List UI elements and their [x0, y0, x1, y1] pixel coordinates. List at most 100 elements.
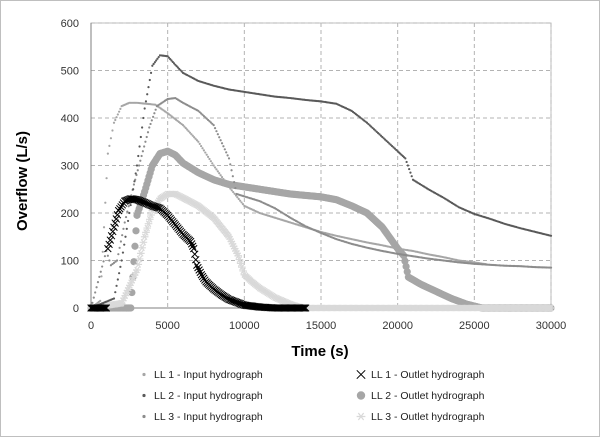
legend-label: LL 3 - Input hydrograph	[154, 411, 263, 423]
data-point	[121, 234, 124, 237]
data-point	[195, 266, 203, 274]
data-point	[206, 155, 210, 158]
data-point	[191, 134, 194, 137]
data-point	[193, 261, 201, 270]
data-point	[239, 267, 247, 275]
legend-item: LL 1 - Outlet hydrograph	[356, 369, 485, 381]
data-point	[225, 151, 228, 154]
data-point	[212, 124, 215, 127]
data-point	[405, 160, 408, 164]
data-point	[146, 201, 154, 209]
data-point	[226, 183, 229, 187]
data-point	[216, 170, 219, 173]
data-point	[220, 176, 224, 179]
data-point	[120, 259, 123, 262]
data-point	[404, 157, 407, 160]
data-point	[135, 255, 144, 263]
data-point	[101, 265, 104, 268]
data-point	[127, 304, 135, 312]
data-point	[183, 125, 186, 128]
data-point	[143, 107, 146, 110]
data-point	[402, 262, 410, 271]
data-point	[100, 275, 103, 278]
data-point	[365, 121, 369, 124]
data-point	[403, 268, 411, 276]
data-point	[298, 304, 306, 312]
data-point	[134, 172, 137, 175]
legend-item: LL 2 - Outlet hydrograph	[356, 390, 485, 402]
data-point	[226, 296, 235, 304]
data-point	[133, 266, 141, 274]
data-point	[236, 259, 245, 267]
data-point	[101, 250, 104, 253]
data-point	[410, 175, 413, 178]
data-point	[95, 286, 98, 289]
data-point	[226, 154, 229, 157]
data-point	[370, 125, 373, 128]
data-point	[149, 122, 152, 126]
data-point	[230, 297, 238, 306]
data-point	[155, 59, 158, 62]
legend-label: LL 2 - Outlet hydrograph	[371, 390, 485, 402]
data-point	[171, 60, 174, 64]
data-point	[106, 254, 109, 257]
data-point	[157, 55, 160, 59]
legend-label: LL 1 - Outlet hydrograph	[371, 369, 485, 381]
data-point	[133, 195, 141, 204]
data-point	[206, 118, 210, 122]
data-point	[235, 299, 243, 308]
data-point	[205, 153, 208, 156]
y-tick-label: 400	[61, 113, 79, 125]
data-point	[148, 126, 151, 129]
legend-marker	[142, 393, 146, 398]
data-point	[103, 255, 107, 258]
data-point	[209, 121, 212, 124]
data-point	[229, 297, 237, 305]
data-point	[114, 291, 117, 294]
data-point	[211, 122, 214, 125]
data-point	[132, 188, 135, 191]
data-point	[209, 160, 212, 163]
data-point	[218, 136, 221, 139]
data-point	[149, 71, 153, 74]
data-point	[401, 257, 409, 265]
data-point	[390, 144, 394, 148]
data-point	[142, 199, 150, 207]
data-point	[200, 144, 203, 148]
data-point	[119, 107, 122, 110]
data-point	[197, 109, 200, 112]
legend-item: LL 3 - Outlet hydrograph	[356, 411, 485, 423]
data-point	[137, 249, 145, 257]
data-point	[375, 130, 378, 133]
data-point	[111, 129, 114, 132]
data-point	[126, 219, 130, 223]
data-point	[385, 139, 388, 142]
data-point	[299, 304, 308, 312]
data-point	[114, 260, 117, 263]
data-point	[144, 200, 153, 208]
data-point	[201, 147, 204, 150]
legend-marker	[356, 391, 366, 400]
data-point	[236, 196, 239, 199]
x-tick-label: 30000	[536, 320, 567, 332]
data-point	[382, 137, 385, 140]
data-point	[190, 133, 193, 136]
data-point	[166, 55, 169, 58]
data-point	[368, 124, 371, 127]
data-point	[139, 135, 142, 139]
data-point	[197, 140, 200, 143]
data-point	[395, 148, 398, 152]
data-point	[96, 280, 100, 284]
data-point	[139, 238, 148, 246]
legend-label: LL 2 - Input hydrograph	[154, 390, 263, 402]
data-point	[119, 240, 122, 243]
data-point	[130, 258, 138, 266]
data-point	[181, 124, 185, 127]
data-point	[139, 198, 148, 206]
data-point	[105, 177, 108, 180]
data-point	[108, 259, 111, 262]
data-point	[112, 121, 116, 124]
data-point	[143, 224, 152, 232]
data-point	[225, 181, 228, 185]
data-point	[212, 164, 215, 167]
